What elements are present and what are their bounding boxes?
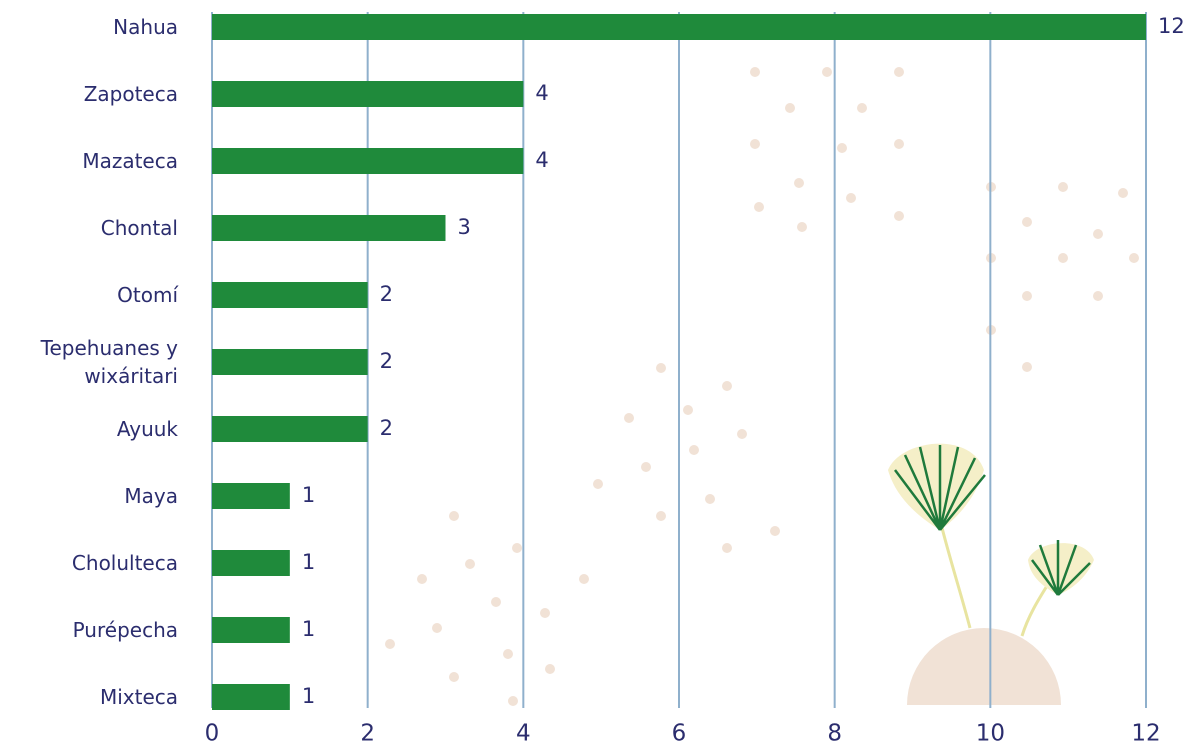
bar: [212, 215, 446, 241]
category-label: Otomí: [117, 283, 178, 307]
value-label: 4: [535, 81, 548, 105]
bar: [212, 684, 290, 710]
category-label: Maya: [124, 484, 178, 508]
category-label: Mazateca: [82, 149, 178, 173]
bar: [212, 416, 368, 442]
x-tick-label: 0: [205, 721, 220, 747]
bar: [212, 81, 524, 107]
category-label: Ayuuk: [116, 417, 178, 441]
value-label: 1: [302, 483, 315, 507]
value-label: 2: [380, 349, 393, 373]
decoration: [385, 67, 1139, 706]
bar: [212, 483, 290, 509]
value-label: 2: [380, 416, 393, 440]
x-tick-label: 2: [360, 721, 375, 747]
x-tick-label: 4: [516, 721, 531, 747]
x-tick-label: 10: [976, 721, 1005, 747]
bar: [212, 14, 1146, 40]
x-tick-label: 12: [1131, 721, 1160, 747]
value-label: 1: [302, 550, 315, 574]
bar: [212, 148, 524, 174]
bar: [212, 617, 290, 643]
value-label: 3: [458, 215, 471, 239]
value-label: 1: [302, 617, 315, 641]
value-label: 1: [302, 684, 315, 708]
category-label: Chontal: [100, 216, 178, 240]
category-label: Tepehuanes y wixáritari: [40, 336, 178, 388]
value-label: 4: [535, 148, 548, 172]
value-label: 2: [380, 282, 393, 306]
category-label: Nahua: [113, 15, 178, 39]
category-label: Purépecha: [72, 618, 178, 642]
x-tick-label: 8: [827, 721, 842, 747]
category-label: Mixteca: [99, 685, 178, 709]
bar: [212, 550, 290, 576]
x-tick-label: 6: [672, 721, 687, 747]
bar: [212, 349, 368, 375]
category-label: Cholulteca: [71, 551, 178, 575]
bars: 12 4 4 3 2 2 2 1 1 1 1: [212, 14, 1185, 710]
category-label: Zapoteca: [83, 82, 178, 106]
bar: [212, 282, 368, 308]
value-label: 12: [1158, 14, 1185, 38]
